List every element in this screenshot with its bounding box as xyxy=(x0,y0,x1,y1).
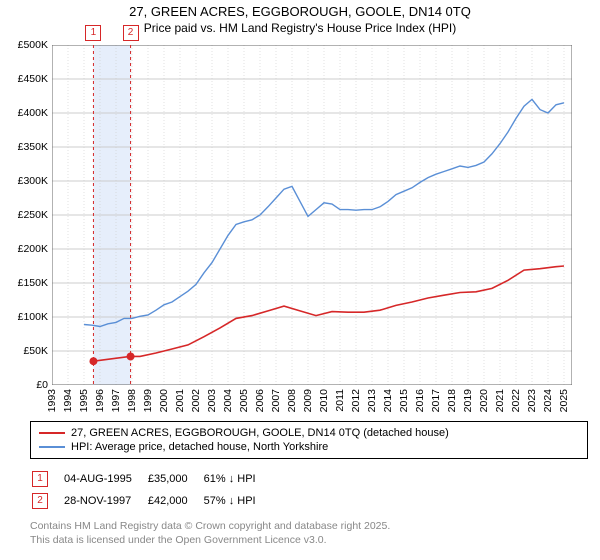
sale-marker-box: 2 xyxy=(123,25,139,41)
xtick-label: 1994 xyxy=(62,389,74,412)
ytick-label: £400K xyxy=(18,107,48,119)
sale-price-2: £42,000 xyxy=(148,491,202,511)
sale-vs-hpi-2: 57% ↓ HPI xyxy=(204,491,270,511)
table-row: 2 28-NOV-1997 £42,000 57% ↓ HPI xyxy=(32,491,270,511)
sales-table: 1 04-AUG-1995 £35,000 61% ↓ HPI 2 28-NOV… xyxy=(30,467,272,513)
xtick-label: 2018 xyxy=(446,389,458,412)
xtick-label: 2014 xyxy=(382,389,394,412)
xtick-label: 2000 xyxy=(158,389,170,412)
xtick-label: 2007 xyxy=(270,389,282,412)
legend-swatch-price-paid xyxy=(39,432,65,434)
xtick-label: 2021 xyxy=(494,389,506,412)
xtick-label: 2005 xyxy=(238,389,250,412)
xtick-label: 2019 xyxy=(462,389,474,412)
xtick-label: 1998 xyxy=(126,389,138,412)
xtick-label: 2006 xyxy=(254,389,266,412)
xtick-label: 2009 xyxy=(302,389,314,412)
sale-marker-1: 1 xyxy=(32,471,48,487)
plot-area: £0£50K£100K£150K£200K£250K£300K£350K£400… xyxy=(52,45,572,385)
legend-row-price-paid: 27, GREEN ACRES, EGGBOROUGH, GOOLE, DN14… xyxy=(39,426,579,440)
ytick-label: £250K xyxy=(18,209,48,221)
xtick-label: 1996 xyxy=(94,389,106,412)
xtick-label: 2015 xyxy=(398,389,410,412)
ytick-label: £50K xyxy=(23,345,48,357)
ytick-label: £200K xyxy=(18,243,48,255)
sale-vs-hpi-1: 61% ↓ HPI xyxy=(204,469,270,489)
sale-marker-2: 2 xyxy=(32,493,48,509)
xtick-label: 2017 xyxy=(430,389,442,412)
title-main: 27, GREEN ACRES, EGGBOROUGH, GOOLE, DN14… xyxy=(0,4,600,19)
chart-container: 27, GREEN ACRES, EGGBOROUGH, GOOLE, DN14… xyxy=(0,0,600,547)
xtick-label: 2022 xyxy=(510,389,522,412)
sale-marker-box: 1 xyxy=(85,25,101,41)
xtick-label: 2024 xyxy=(542,389,554,412)
footer-line-1: Contains HM Land Registry data © Crown c… xyxy=(30,519,588,533)
table-row: 1 04-AUG-1995 £35,000 61% ↓ HPI xyxy=(32,469,270,489)
xtick-label: 2013 xyxy=(366,389,378,412)
ytick-label: £450K xyxy=(18,73,48,85)
xtick-label: 2012 xyxy=(350,389,362,412)
footer: Contains HM Land Registry data © Crown c… xyxy=(30,519,588,547)
ytick-label: £300K xyxy=(18,175,48,187)
sale-date-1: 04-AUG-1995 xyxy=(64,469,146,489)
plot-svg xyxy=(52,45,572,385)
legend: 27, GREEN ACRES, EGGBOROUGH, GOOLE, DN14… xyxy=(30,421,588,459)
xtick-label: 2011 xyxy=(334,389,346,412)
legend-label-price-paid: 27, GREEN ACRES, EGGBOROUGH, GOOLE, DN14… xyxy=(71,427,449,439)
legend-row-hpi: HPI: Average price, detached house, Nort… xyxy=(39,440,579,454)
xtick-label: 1993 xyxy=(46,389,58,412)
xtick-label: 2025 xyxy=(558,389,570,412)
xtick-label: 1997 xyxy=(110,389,122,412)
sale-price-1: £35,000 xyxy=(148,469,202,489)
xtick-label: 2010 xyxy=(318,389,330,412)
xtick-label: 1995 xyxy=(78,389,90,412)
ytick-label: £350K xyxy=(18,141,48,153)
footer-line-2: This data is licensed under the Open Gov… xyxy=(30,533,588,547)
xtick-label: 2002 xyxy=(190,389,202,412)
xtick-label: 1999 xyxy=(142,389,154,412)
xtick-label: 2008 xyxy=(286,389,298,412)
legend-label-hpi: HPI: Average price, detached house, Nort… xyxy=(71,441,328,453)
legend-swatch-hpi xyxy=(39,446,65,448)
sale-date-2: 28-NOV-1997 xyxy=(64,491,146,511)
xtick-label: 2003 xyxy=(206,389,218,412)
xtick-label: 2016 xyxy=(414,389,426,412)
ytick-label: £500K xyxy=(18,39,48,51)
ytick-label: £100K xyxy=(18,311,48,323)
xtick-label: 2001 xyxy=(174,389,186,412)
xtick-label: 2023 xyxy=(526,389,538,412)
xtick-label: 2004 xyxy=(222,389,234,412)
xtick-label: 2020 xyxy=(478,389,490,412)
ytick-label: £150K xyxy=(18,277,48,289)
